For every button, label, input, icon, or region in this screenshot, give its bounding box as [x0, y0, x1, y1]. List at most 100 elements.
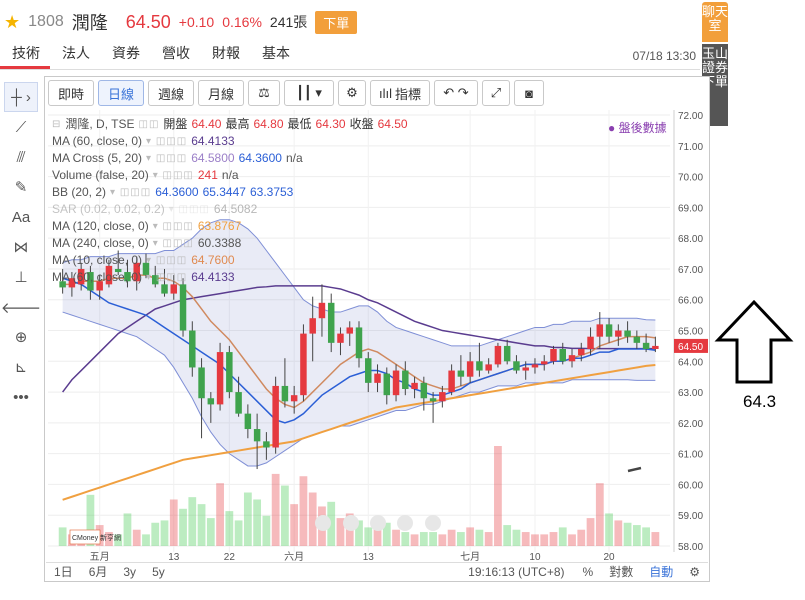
y-tick-label: 59.00	[678, 511, 703, 522]
candle-body	[420, 382, 428, 399]
tab-financials[interactable]: 財報	[212, 45, 240, 61]
legend-hidden-indicator[interactable]: SAR (0.02, 0.02, 0.2) ▾ ◫◫◫ 64.5082	[52, 202, 258, 216]
brush-tool-icon[interactable]: ✎	[14, 179, 28, 196]
tab-margin[interactable]: 資券	[112, 45, 140, 61]
volume-bar	[447, 529, 456, 546]
legend-ma60-second[interactable]: MA (60, close, 0) ▾ ◫◫◫ 64.4133	[52, 270, 235, 284]
more-tools-icon[interactable]: •••	[13, 388, 29, 406]
tab-institutional[interactable]: 法人	[62, 45, 90, 61]
chart-settings-icon[interactable]: ⚙	[689, 564, 700, 579]
undo-redo-icon[interactable]: ↶ ↷	[434, 80, 478, 106]
y-tick-label: 72.00	[678, 111, 703, 122]
volume-bar	[188, 497, 197, 546]
candle-body	[235, 392, 242, 414]
candle-body	[355, 327, 363, 359]
ruler-tool-icon[interactable]: ⊾	[14, 359, 28, 376]
server-time: 19:16:13 (UTC+8)	[468, 564, 565, 579]
trend-line-tool-icon[interactable]: ⟋	[15, 118, 27, 136]
zoom-in-icon[interactable]: ⊕	[14, 329, 28, 346]
interval-daily-button[interactable]: 日線	[98, 80, 144, 106]
candle-body	[272, 385, 279, 448]
price-change: +0.10	[178, 14, 215, 30]
interval-weekly-button[interactable]: 週線	[148, 80, 194, 106]
volume-bar	[494, 446, 502, 546]
log-scale-toggle[interactable]: 對數	[609, 565, 634, 579]
ma-line	[62, 285, 656, 393]
pattern-tool-icon[interactable]: ⋈	[13, 239, 29, 256]
range-5y[interactable]: 5y	[152, 564, 165, 579]
nav-reset-icon	[370, 515, 386, 531]
fullscreen-icon[interactable]: ⤢	[482, 80, 510, 106]
volume-bar	[456, 532, 465, 546]
volume-bar	[540, 534, 549, 546]
volume-bar	[206, 518, 215, 546]
indicators-button[interactable]: ılıl 指標	[370, 80, 430, 106]
volume-bar	[86, 494, 95, 546]
percent-scale-toggle[interactable]: %	[582, 564, 594, 579]
volume-bar	[392, 529, 400, 546]
candle-body	[244, 413, 252, 430]
interval-intraday-button[interactable]: 即時	[48, 80, 94, 106]
legend-bb[interactable]: BB (20, 2) ▾ ◫◫◫ 64.3600 65.3447 63.3753	[52, 185, 294, 199]
chatroom-side-tab[interactable]: 聊天室	[702, 2, 728, 42]
legend-volume[interactable]: Volume (false, 20) ▾ ◫◫◫ 241 n/a	[52, 168, 239, 182]
candle-body	[198, 367, 205, 399]
candle-body	[615, 330, 622, 337]
tab-technical[interactable]: 技術	[0, 43, 50, 69]
range-3y[interactable]: 3y	[123, 564, 137, 579]
last-price-label: 64.50	[678, 342, 703, 353]
volume-bar	[475, 529, 484, 546]
volume-bar	[382, 522, 391, 546]
volume-bar	[58, 527, 67, 546]
tab-basic[interactable]: 基本	[262, 45, 290, 61]
candle-body	[633, 336, 641, 343]
range-6m[interactable]: 6月	[88, 565, 108, 579]
range-1d[interactable]: 1日	[54, 565, 73, 579]
stock-name: 潤隆	[71, 13, 108, 33]
text-tool-icon[interactable]: Aa	[11, 208, 31, 226]
auto-scale-toggle[interactable]: 自動	[649, 565, 674, 579]
after-hours-data-toggle[interactable]: ● 盤後數據	[608, 121, 667, 135]
volume-bar	[262, 515, 271, 546]
volume-bars	[58, 446, 660, 546]
volume-bar	[142, 534, 150, 546]
interval-monthly-button[interactable]: 月線	[198, 80, 244, 106]
x-tick-label: 五月	[90, 551, 110, 563]
legend-ma120[interactable]: MA (120, close, 0) ▾ ◫◫◫ 63.8767	[52, 219, 242, 233]
order-button[interactable]: 下單	[315, 10, 358, 34]
candle-body	[466, 361, 474, 377]
y-tick-label: 58.00	[678, 542, 703, 553]
legend-macross[interactable]: MA Cross (5, 20) ▾ ◫◫◫ 64.5800 64.3600 n/…	[52, 151, 303, 165]
candle-body	[476, 361, 483, 371]
volume-bar	[401, 532, 410, 546]
price-axis: 72.00 71.00 70.00 69.00 68.00 67.00 66.00 65.00…	[673, 110, 708, 553]
legend-main[interactable]: ⊟ 潤隆, D, TSE ◫◫ 開盤 64.40 最高 64.80 最低 64.…	[52, 117, 408, 131]
favorite-star-icon[interactable]: ★	[4, 11, 21, 32]
volume-bar	[549, 532, 558, 546]
candle-body	[59, 281, 66, 288]
candle-body	[189, 330, 196, 368]
legend-ma240[interactable]: MA (240, close, 0) ▾ ◫◫◫ 60.3388	[52, 236, 242, 250]
compare-scale-icon[interactable]: ⚖	[248, 80, 280, 106]
measure-tool-icon[interactable]: ⊥	[14, 269, 28, 286]
crosshair-tool-icon[interactable]: ┼ ›	[4, 82, 38, 112]
legend-ma60[interactable]: MA (60, close, 0) ▾ ◫◫◫ 64.4133	[52, 134, 235, 148]
nav-zoom-out-icon	[343, 515, 359, 531]
arrow-tool-icon[interactable]: 🡐	[0, 299, 42, 317]
y-tick-label: 70.00	[678, 173, 703, 184]
candle-body	[207, 398, 215, 405]
x-tick-label: 七月	[460, 551, 480, 563]
legend-eye-icon[interactable]: ◫◫	[138, 119, 160, 130]
tab-revenue[interactable]: 營收	[162, 45, 190, 61]
settings-gear-icon[interactable]: ⚙	[338, 80, 366, 106]
snapshot-camera-icon[interactable]: ◙	[514, 80, 544, 106]
candle-body	[124, 272, 131, 282]
legend-ma10[interactable]: MA (10, close, 0) ▾ ◫◫◫ 64.7600	[52, 253, 235, 267]
chart-style-candles-icon[interactable]: ┃┃ ▾	[284, 80, 334, 106]
y-tick-label: 71.00	[678, 142, 703, 153]
volume-bar	[429, 532, 437, 546]
svg-text:CMoney 新亨網: CMoney 新亨網	[72, 533, 121, 542]
pitchfork-tool-icon[interactable]: ⫻	[16, 148, 26, 166]
candle-body	[216, 352, 224, 405]
